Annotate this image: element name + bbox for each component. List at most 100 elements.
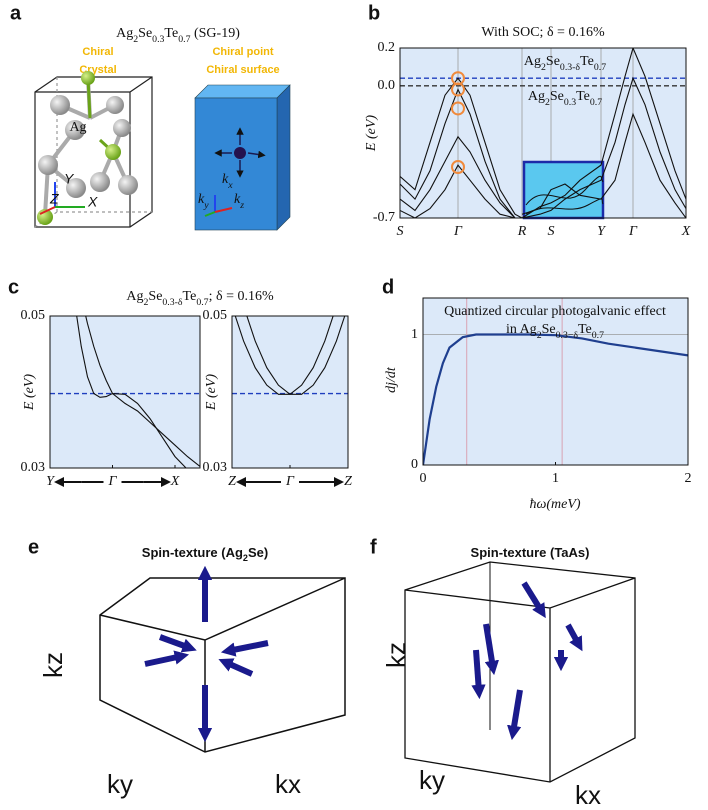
y-axis-label: E (eV) [204,374,219,411]
text-part: k [234,192,241,207]
plot-frame [49,315,201,469]
x-tick-label: Z [344,474,352,489]
panel-title: Spin-texture (TaAs) [471,545,590,560]
y-tick-label: 0.0 [378,78,396,93]
text-part: 2 [541,62,546,73]
text-part: Te [183,289,197,304]
text-part: x [227,180,233,191]
text-part: 0.7 [594,62,606,73]
axis-label: kx [275,769,301,799]
series-line [521,76,686,218]
axis-label: kx [575,780,601,810]
k-axis-label: kx [222,172,233,191]
annotation: in Ag2Se0.3−δTe0.7 [506,322,604,341]
text-part: Te [580,54,594,69]
text-part: Se [546,54,560,69]
y-tick-label: 0.05 [21,308,46,323]
atom-label: Ag [69,120,86,135]
panel-title: Ag2Se0.3Te0.7 (SG-19) [116,26,240,45]
text-part: 0.7 [590,97,602,108]
k-axis-label: kz [234,192,244,211]
text-part: Se [148,289,162,304]
axis-label: ky [107,769,133,799]
axis-label: ky [419,765,445,795]
text-part: 0.3-δ [560,62,581,73]
text-part: 0.7 [196,297,208,308]
text-part: k [222,172,229,187]
x-tick-label: R [517,224,527,239]
text-part: Te [576,89,590,104]
plot-frame [231,315,349,469]
series-line [400,135,522,218]
y-axis-label: E (eV) [22,374,37,411]
axis-label: kz [38,652,68,678]
text-part: Se [550,89,564,104]
x-tick-label: S [548,224,555,239]
x-tick-label: Γ [453,224,463,239]
text-part: Ag [126,289,143,304]
text-part: ; δ = 0.16% [209,289,274,304]
axis-label: Y [64,171,75,187]
y-tick-label: 0.03 [21,460,46,475]
chart: Y Γ X 0.05 0.03 Ag2Se0.3-δTe0.7; δ = 0.16% E (… [21,289,274,489]
text-part: Se [138,26,152,41]
y-tick-label: -0.7 [373,210,395,225]
y-tick-label: 1 [411,327,418,342]
chart: Z Γ Z 0.05 0.03 E (eV) [203,308,353,489]
text-part: z [239,200,244,211]
y-tick-label: 0.03 [203,460,228,475]
series-line [85,316,200,467]
text-part: k [198,192,205,207]
series-line [521,112,686,218]
text-part: 2 [537,330,542,341]
surface-label: Chiral surface [206,64,279,76]
x-tick-label: 1 [552,471,559,486]
annotation: Quantized circular photogalvanic effect [444,304,666,319]
panel-e: Spin-texture (Ag2Se) kz ky kx [38,545,346,799]
panel-letter: f [370,536,377,558]
series-line [400,88,522,218]
text-part: Spin-texture (TaAs) [471,545,590,560]
text-part: Ag [528,89,545,104]
crystal-label: Chiral [82,46,113,58]
y-tick-label: 0.05 [203,308,228,323]
text-part: Te [578,322,592,337]
text-part: 0.3 [564,97,576,108]
y-tick-label: 0 [411,457,418,472]
text-part: 2 [243,553,248,563]
axes-arrows [39,182,85,215]
spin-arrows [144,565,269,743]
highlight-curve [525,198,604,215]
x-axis-label: ħω(meV) [529,497,580,512]
text-part: y [203,200,209,211]
x-tick-label: X [681,224,691,239]
text-part: Ag [116,26,133,41]
x-tick-label: Z [228,474,236,489]
panel-a: Ag2Se0.3Te0.7 (SG-19) Chiral Crystal Chi… [34,26,291,231]
reference-label: Ag2Se0.3Te0.7 [528,89,602,108]
plot-frame [422,297,689,466]
text-part: Se [542,322,556,337]
atoms [37,71,138,225]
x-tick-label: X [170,474,180,489]
text-part: 0.7 [178,34,190,45]
text-part: Te [164,26,178,41]
spin-arrows [471,581,583,741]
panel-letter: a [10,2,22,24]
text-part: 2 [144,297,149,308]
axis-label: Z [49,191,59,207]
text-part: Se) [248,545,268,560]
k-axis-label: ky [198,192,209,211]
panel-f: Spin-texture (TaAs) kz ky kx [381,545,636,810]
axis-label: X [87,194,98,210]
axis-label: kz [381,642,411,668]
y-axis-label: E (eV) [364,115,379,152]
panel-letter: d [382,276,394,298]
text-part: 2 [545,97,550,108]
series-line [521,48,686,218]
highlight-curve [525,175,604,206]
x-tick-label: Γ [628,224,638,239]
x-tick-label: 0 [420,471,427,486]
